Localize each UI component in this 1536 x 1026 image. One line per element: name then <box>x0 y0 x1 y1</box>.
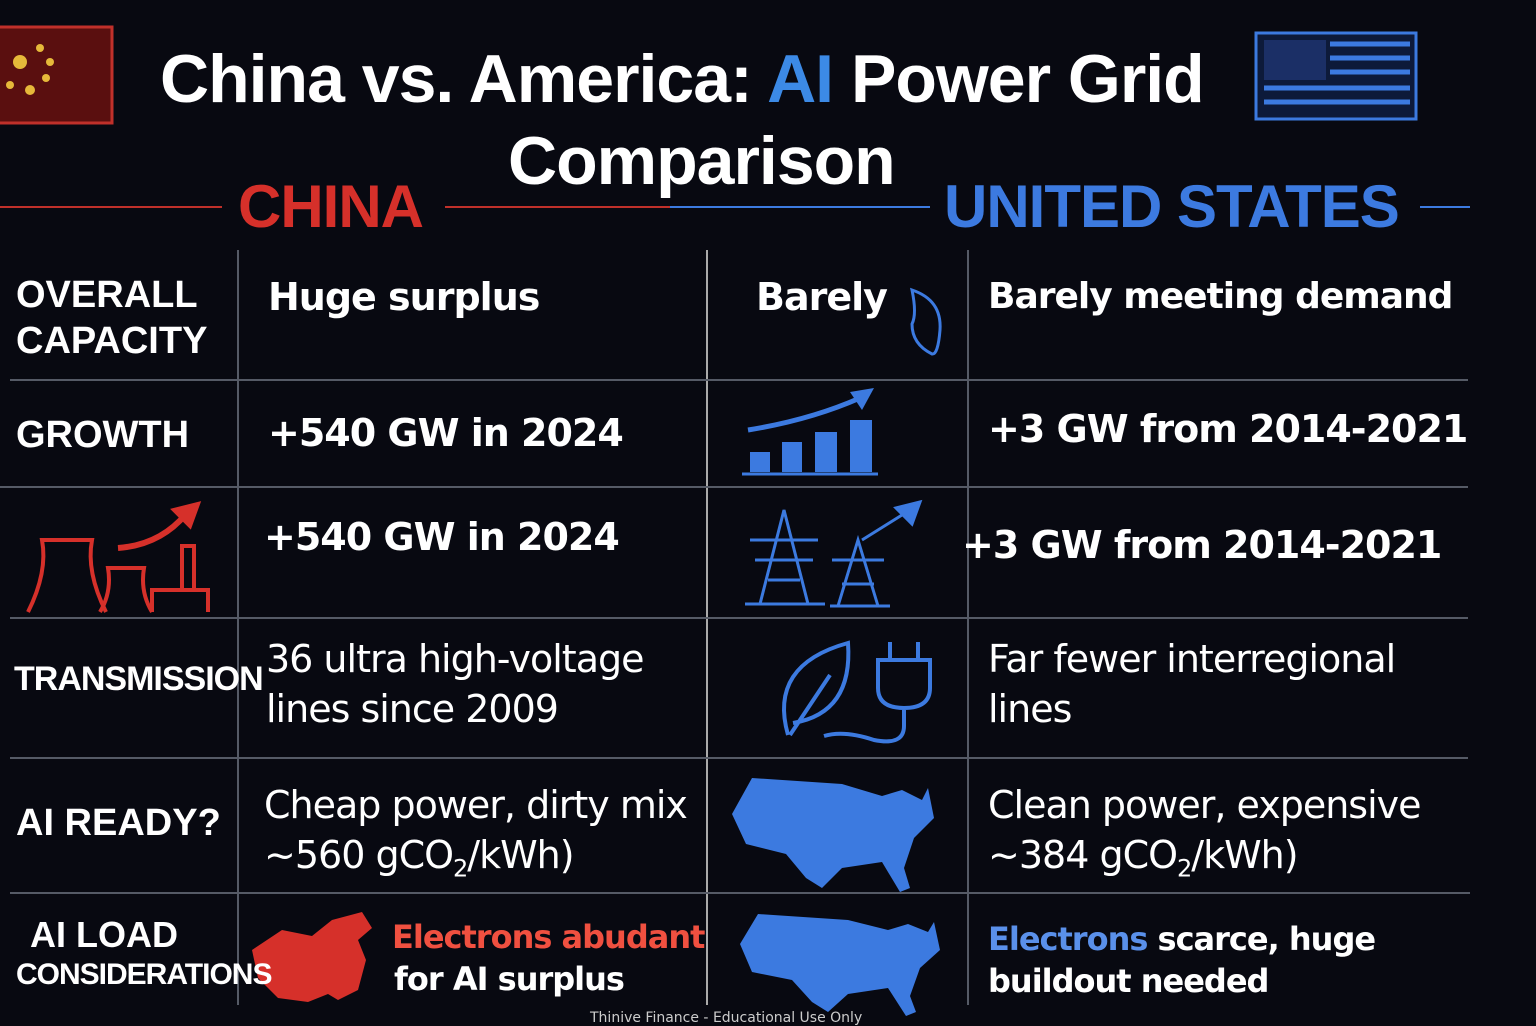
row-label: AI LOAD <box>30 914 178 955</box>
us-header: UNITED STATES <box>944 173 1400 240</box>
us-highlight: Electrons <box>988 920 1148 958</box>
title-text: China vs. America: <box>160 41 768 117</box>
us-cell: Electrons scarce, huge buildout needed <box>988 918 1408 1002</box>
text: /kWh) <box>1191 833 1298 877</box>
text: ~560 gCO <box>264 833 454 877</box>
text: scarce, huge buildout needed <box>988 920 1386 1000</box>
row-label: CONSIDERATIONS <box>16 958 272 991</box>
row-label: AI READY? <box>16 802 221 844</box>
title-line2: Comparison <box>508 123 896 199</box>
china-highlight: Electrons abudant <box>392 918 705 956</box>
text: ~384 gCO <box>988 833 1178 877</box>
us-cell: Clean power, expensive <box>988 783 1422 827</box>
china-cell: Cheap power, dirty mix <box>264 783 688 827</box>
growth-icon <box>742 388 878 476</box>
china-cell: Huge surplus <box>268 275 540 319</box>
china-flag <box>0 25 114 125</box>
text: /kWh) <box>467 833 574 877</box>
us-flag <box>1254 31 1418 121</box>
us-cell: +3 GW from 2014-2021 <box>988 407 1468 451</box>
tower-icon <box>745 499 923 608</box>
us-cell: ~384 gCO2/kWh) <box>988 830 1299 894</box>
icon <box>909 287 942 356</box>
row-label: OVERALL CAPACITY <box>16 274 208 362</box>
us-map <box>740 914 940 1016</box>
us-map <box>732 778 934 892</box>
us-cell: +3 GW from 2014-2021 <box>962 523 1442 567</box>
row-label: GROWTH <box>16 414 190 456</box>
china-map <box>252 912 372 1002</box>
us-cell: Barely meeting demand <box>988 276 1453 317</box>
china-cell: +540 GW in 2024 <box>264 515 620 559</box>
china-header: CHINA <box>238 173 424 240</box>
plant-icon <box>26 501 210 614</box>
us-short: Barely <box>756 275 888 319</box>
leaf-plug-icon <box>782 640 932 744</box>
title-text: Power Grid <box>833 41 1205 117</box>
subscript: 2 <box>1177 854 1192 883</box>
subscript: 2 <box>453 854 468 883</box>
china-cell: +540 GW in 2024 <box>268 411 624 455</box>
china-cell: ~560 gCO2/kWh) <box>264 830 575 894</box>
china-cell: for AI surplus <box>394 960 625 998</box>
footer: Thinive Finance - Educational Use Only <box>590 1010 863 1026</box>
us-cell: Far fewer interregional lines <box>988 637 1407 731</box>
title: China vs. America: AI Power Grid <box>160 40 1205 118</box>
table-grid <box>0 250 1470 1005</box>
row-label: TRANSMISSION <box>14 660 264 698</box>
china-cell: 36 ultra high-voltage lines since 2009 <box>266 637 655 731</box>
title-highlight: AI <box>767 41 834 117</box>
